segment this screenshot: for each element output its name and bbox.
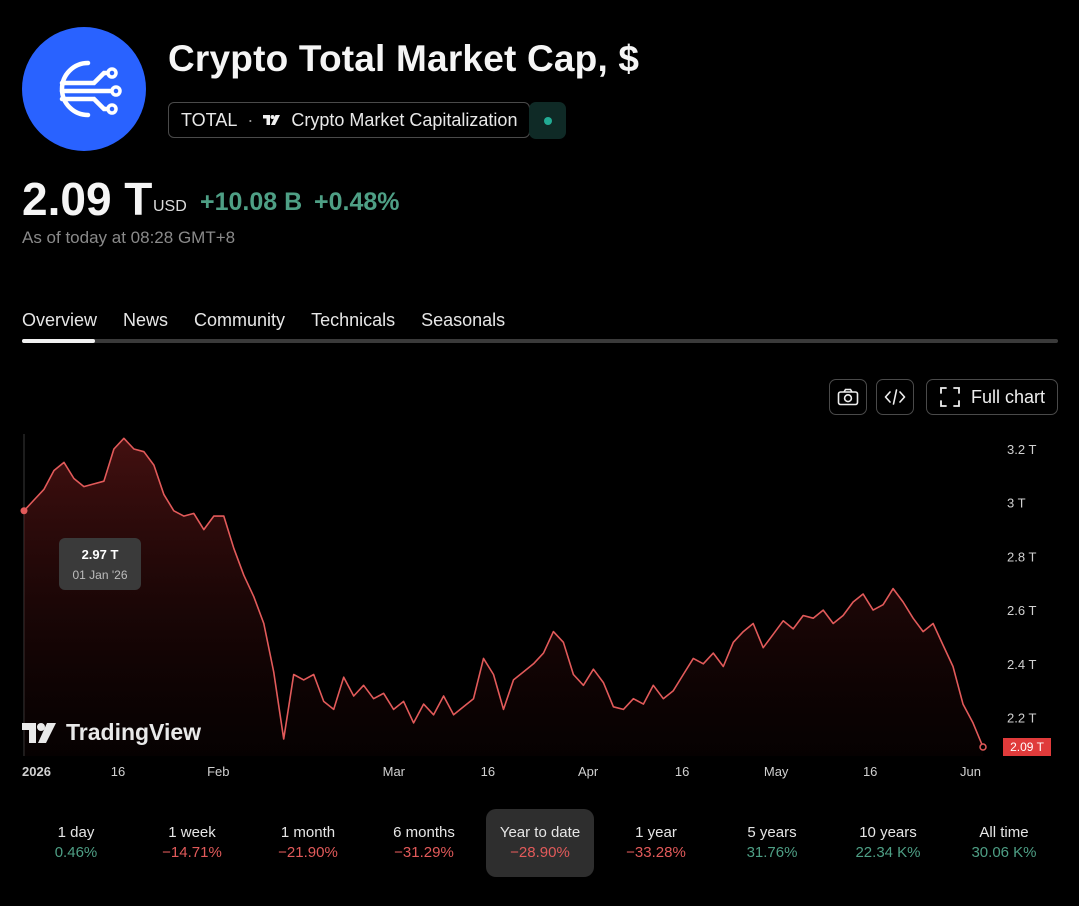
snapshot-button[interactable] <box>829 379 867 415</box>
period-change-value: −21.90% <box>278 844 338 861</box>
period-change-value: 31.76% <box>746 844 798 861</box>
price-change: +10.08 B <box>200 188 303 216</box>
watermark-text: TradingView <box>66 719 202 745</box>
period-all-time[interactable]: All time 30.06 K% <box>950 809 1058 877</box>
price-change-percent: +0.48% <box>314 188 400 216</box>
full-chart-button[interactable]: Full chart <box>926 379 1058 415</box>
period-label: 10 years <box>859 824 917 841</box>
price-currency: USD <box>153 198 187 215</box>
tab-technicals[interactable]: Technicals <box>311 310 396 330</box>
x-tick-label: 16 <box>111 764 125 779</box>
market-open-dot-icon <box>543 116 552 125</box>
period-label: 1 week <box>168 824 216 841</box>
period-change-value: −33.28% <box>626 844 686 861</box>
tab-track <box>22 339 1058 343</box>
y-tick-label: 2.6 T <box>1007 603 1036 618</box>
symbol-ticker: TOTAL <box>181 109 238 130</box>
period-1-month[interactable]: 1 month −21.90% <box>254 809 362 877</box>
period-1-day[interactable]: 1 day 0.46% <box>22 809 130 877</box>
y-tick-label: 2.2 T <box>1007 711 1036 726</box>
period-label: 6 months <box>393 824 455 841</box>
symbol-separator: · <box>247 109 254 130</box>
period-year-to-date[interactable]: Year to date −28.90% <box>486 809 594 877</box>
period-5-years[interactable]: 5 years 31.76% <box>718 809 826 877</box>
y-tick-label: 3.2 T <box>1007 442 1036 457</box>
tooltip-date: 01 Jan '26 <box>72 568 128 582</box>
period-label: All time <box>979 824 1029 841</box>
tab-community[interactable]: Community <box>194 310 286 330</box>
symbol-description: Crypto Market Capitalization <box>291 109 518 130</box>
period-change-value: −14.71% <box>162 844 222 861</box>
chart-area-fill <box>24 438 983 756</box>
code-embed-icon <box>884 389 906 405</box>
period-1-week[interactable]: 1 week −14.71% <box>138 809 246 877</box>
period-label: 1 month <box>280 824 336 841</box>
x-tick-label: 16 <box>481 764 495 779</box>
x-tick-label: Mar <box>383 764 406 779</box>
quote-timestamp: As of today at 08:28 GMT+8 <box>22 228 236 247</box>
x-tick-label: 2026 <box>22 764 51 779</box>
period-label: 1 day <box>57 824 95 841</box>
x-tick-label: Feb <box>207 764 229 779</box>
period-6-months[interactable]: 6 months −31.29% <box>370 809 478 877</box>
section-tabs: Overview News Community Technicals Seaso… <box>22 310 531 331</box>
tab-active-indicator <box>22 339 95 343</box>
x-tick-label: 16 <box>863 764 877 779</box>
chart-tooltip: 2.97 T 01 Jan '26 <box>59 538 141 590</box>
period-10-years[interactable]: 10 years 22.34 K% <box>834 809 942 877</box>
y-tick-label: 2.4 T <box>1007 657 1036 672</box>
period-change-value: 30.06 K% <box>971 844 1037 861</box>
market-cap-chart[interactable]: 3.2 T 3 T 2.8 T 2.6 T 2.4 T 2.2 T 2026 16 Feb Ma… <box>0 428 1079 790</box>
tab-overview[interactable]: Overview <box>22 310 98 330</box>
period-label: 1 year <box>635 824 677 841</box>
period-change-value: 0.46% <box>54 844 98 861</box>
chart-series-line <box>23 437 984 748</box>
tradingview-watermark: TradingView <box>22 719 201 746</box>
y-tick-label: 2.8 T <box>1007 549 1036 564</box>
tradingview-mini-icon <box>263 114 281 126</box>
tab-news[interactable]: News <box>123 310 169 330</box>
period-change-value: 22.34 K% <box>855 844 921 861</box>
chart-end-point <box>979 743 987 751</box>
period-change-value: −28.90% <box>510 844 570 861</box>
tradingview-logo-icon <box>22 722 56 743</box>
market-cap-logo-icon <box>22 27 146 151</box>
tooltip-value: 2.97 T <box>81 547 119 562</box>
period-label: 5 years <box>747 824 797 841</box>
symbol-badge[interactable]: TOTAL · Crypto Market Capitalization <box>168 102 531 138</box>
x-tick-label: Apr <box>578 764 599 779</box>
x-tick-label: May <box>764 764 789 779</box>
x-tick-label: Jun <box>960 764 981 779</box>
page-title: Crypto Total Market Cap, $ <box>168 38 640 79</box>
market-status-button[interactable] <box>529 102 566 139</box>
last-price-tag: 2.09 T <box>1003 738 1051 756</box>
tab-seasonals[interactable]: Seasonals <box>421 310 506 330</box>
period-1-year[interactable]: 1 year −33.28% <box>602 809 710 877</box>
period-label: Year to date <box>499 824 581 841</box>
chart-start-point <box>20 507 28 515</box>
full-chart-label: Full chart <box>970 386 1046 407</box>
current-price: 2.09 T <box>22 173 153 225</box>
performance-periods: 1 day 0.46% 1 week −14.71% 1 month −21.90% 6 m… <box>0 809 1079 877</box>
period-change-value: −31.29% <box>394 844 454 861</box>
embed-button[interactable] <box>876 379 914 415</box>
x-tick-label: 16 <box>675 764 689 779</box>
camera-icon <box>837 388 859 406</box>
fullscreen-icon <box>940 387 960 407</box>
y-tick-label: 3 T <box>1007 496 1026 511</box>
